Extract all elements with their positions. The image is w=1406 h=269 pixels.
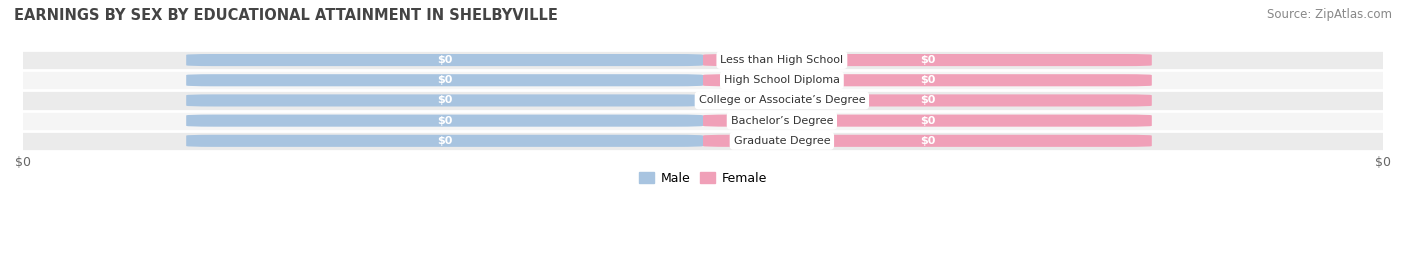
- Text: Bachelor’s Degree: Bachelor’s Degree: [731, 116, 834, 126]
- Text: $0: $0: [437, 136, 453, 146]
- Text: Source: ZipAtlas.com: Source: ZipAtlas.com: [1267, 8, 1392, 21]
- FancyBboxPatch shape: [186, 54, 703, 66]
- FancyBboxPatch shape: [703, 94, 1152, 107]
- Text: College or Associate’s Degree: College or Associate’s Degree: [699, 95, 865, 105]
- Text: $0: $0: [437, 95, 453, 105]
- Text: $0: $0: [920, 116, 935, 126]
- FancyBboxPatch shape: [186, 115, 703, 127]
- FancyBboxPatch shape: [186, 74, 703, 86]
- FancyBboxPatch shape: [703, 74, 1152, 86]
- Text: $0: $0: [437, 116, 453, 126]
- Bar: [22, 131, 1384, 151]
- Text: EARNINGS BY SEX BY EDUCATIONAL ATTAINMENT IN SHELBYVILLE: EARNINGS BY SEX BY EDUCATIONAL ATTAINMEN…: [14, 8, 558, 23]
- Bar: [22, 70, 1384, 90]
- Text: $0: $0: [437, 75, 453, 85]
- Bar: [22, 111, 1384, 131]
- Text: Less than High School: Less than High School: [720, 55, 844, 65]
- Text: $0: $0: [437, 55, 453, 65]
- Bar: [22, 90, 1384, 111]
- Text: High School Diploma: High School Diploma: [724, 75, 839, 85]
- Text: $0: $0: [920, 136, 935, 146]
- Bar: [22, 50, 1384, 70]
- FancyBboxPatch shape: [703, 115, 1152, 127]
- FancyBboxPatch shape: [703, 135, 1152, 147]
- Legend: Male, Female: Male, Female: [634, 167, 772, 190]
- FancyBboxPatch shape: [186, 135, 703, 147]
- Text: $0: $0: [920, 95, 935, 105]
- FancyBboxPatch shape: [703, 54, 1152, 66]
- Text: $0: $0: [920, 55, 935, 65]
- Text: $0: $0: [920, 75, 935, 85]
- FancyBboxPatch shape: [186, 94, 703, 107]
- Text: Graduate Degree: Graduate Degree: [734, 136, 830, 146]
